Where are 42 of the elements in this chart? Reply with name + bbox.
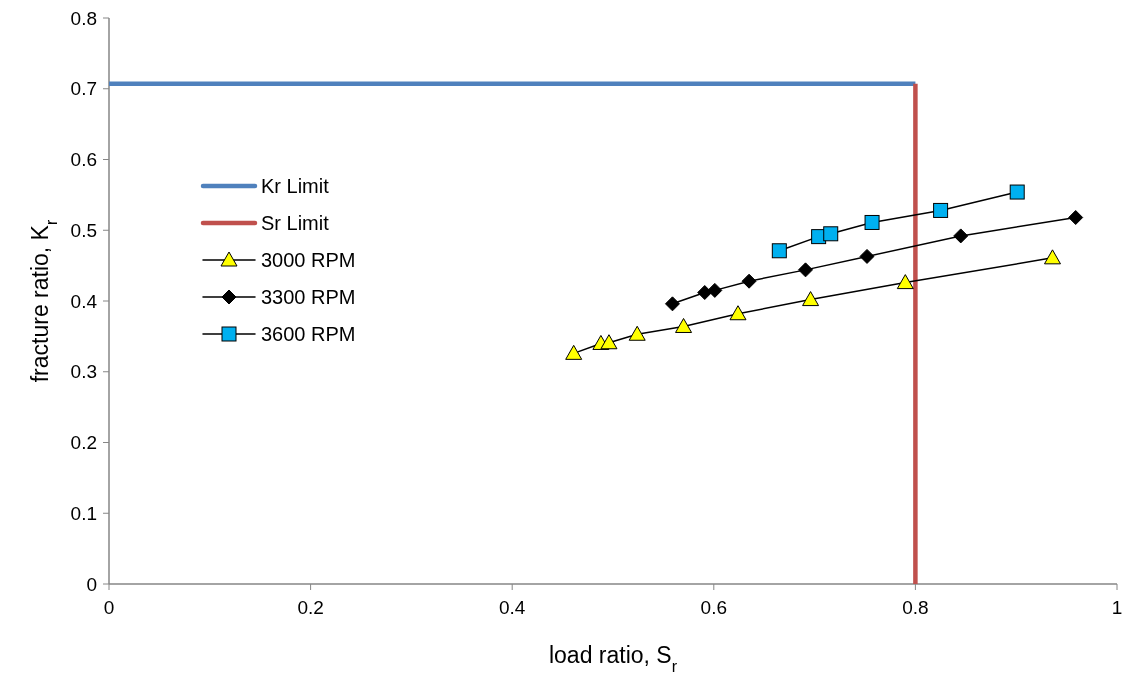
y-tick-label: 0.2 bbox=[70, 432, 97, 454]
legend-label: Kr Limit bbox=[261, 175, 330, 197]
x-tick-label: 0.8 bbox=[902, 597, 929, 618]
point bbox=[864, 214, 880, 230]
point bbox=[802, 291, 820, 307]
x-tick-label: 1 bbox=[1111, 597, 1123, 618]
point bbox=[1068, 210, 1084, 226]
point bbox=[1043, 249, 1061, 265]
legend-label: 3000 RPM bbox=[261, 249, 356, 271]
point bbox=[697, 285, 713, 301]
point bbox=[729, 305, 747, 321]
point bbox=[771, 243, 787, 259]
y-tick-label: 0.8 bbox=[70, 7, 97, 29]
point bbox=[823, 226, 839, 242]
point bbox=[896, 274, 914, 290]
legend-label: Sr Limit bbox=[261, 212, 330, 234]
y-tick-label: 0.1 bbox=[70, 502, 97, 524]
point bbox=[953, 228, 969, 244]
y-tick-label: 0.3 bbox=[70, 361, 97, 383]
point bbox=[1009, 184, 1025, 200]
y-tick-label: 0.5 bbox=[70, 219, 97, 241]
y-tick-label: 0.6 bbox=[70, 149, 97, 171]
point bbox=[859, 248, 875, 264]
point bbox=[664, 296, 680, 312]
point bbox=[933, 202, 949, 218]
legend-label: 3300 RPM bbox=[261, 286, 356, 308]
legend-label: 3600 RPM bbox=[261, 323, 356, 345]
x-tick-label: 0.2 bbox=[297, 597, 324, 618]
point bbox=[628, 325, 646, 341]
point bbox=[798, 262, 814, 278]
point bbox=[675, 317, 693, 333]
x-tick-label: 0.6 bbox=[700, 597, 728, 618]
y-tick-label: 0.4 bbox=[70, 290, 98, 312]
point bbox=[565, 344, 583, 360]
point bbox=[600, 334, 618, 350]
y-tick-label: 0.7 bbox=[70, 78, 97, 100]
x-axis-title: load ratio, S$_{r}$ bbox=[548, 642, 678, 675]
point bbox=[741, 273, 757, 289]
x-tick-label: 0.4 bbox=[498, 597, 526, 618]
x-tick-label: 0 bbox=[103, 597, 115, 618]
y-tick-label: 0 bbox=[86, 573, 97, 595]
point bbox=[707, 282, 723, 298]
